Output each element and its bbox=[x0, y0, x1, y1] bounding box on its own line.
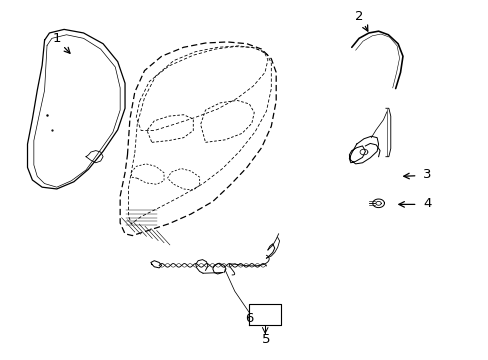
Text: 6: 6 bbox=[244, 311, 253, 325]
Text: 5: 5 bbox=[262, 333, 270, 346]
Text: 3: 3 bbox=[422, 168, 431, 181]
Text: 1: 1 bbox=[52, 32, 61, 45]
Text: 2: 2 bbox=[354, 10, 363, 23]
Text: 4: 4 bbox=[422, 197, 430, 210]
